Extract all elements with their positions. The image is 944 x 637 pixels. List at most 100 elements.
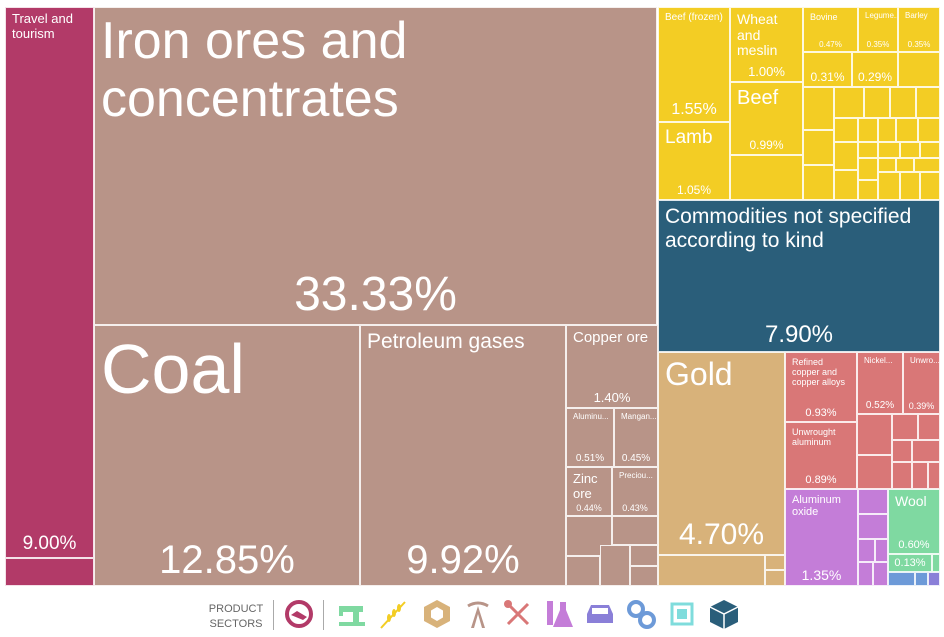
treemap-cell-minor[interactable] [858,180,878,200]
treemap-cell[interactable]: Barley 0.35% [898,7,940,52]
treemap-cell[interactable]: Unwrought aluminum 0.89% [785,422,857,489]
treemap-cell-minor[interactable] [918,414,940,440]
treemap-cell-minor[interactable] [896,118,918,142]
treemap-cell-minor[interactable] [858,142,878,158]
treemap-cell-minor[interactable] [878,142,900,158]
cell-share: 0.31% [810,70,845,84]
treemap-cell[interactable]: Iron ores and concentrates 33.33% [94,7,657,325]
treemap-cell-minor[interactable] [920,172,940,200]
other-box-icon[interactable] [708,598,740,630]
treemap-cell-minor[interactable] [916,87,940,118]
treemap-cell-minor[interactable] [878,172,900,200]
treemap-cell-minor[interactable] [898,52,940,87]
stone-gem-icon[interactable] [421,598,453,630]
treemap-cell-minor[interactable] [878,158,896,172]
treemap-cell[interactable]: Aluminu... 0.51% [566,408,614,467]
treemap-cell-minor[interactable] [892,462,912,489]
treemap-cell-minor[interactable] [858,118,878,142]
treemap-cell-minor[interactable] [858,489,888,514]
treemap-cell-minor[interactable] [878,118,896,142]
treemap-cell-minor[interactable] [5,558,94,586]
treemap-cell[interactable]: Petroleum gases 9.92% [360,325,566,586]
treemap-cell-minor[interactable] [892,414,918,440]
treemap-cell[interactable]: Travel and tourism 9.00% [5,7,94,558]
treemap-cell-minor[interactable] [600,545,630,586]
treemap-cell-minor[interactable] [864,87,890,118]
treemap-cell-minor[interactable] [875,539,888,562]
treemap-cell[interactable]: Commodities not specified according to k… [658,200,940,352]
vehicles-car-icon[interactable] [584,598,616,630]
treemap-cell[interactable]: Refined copper and copper alloys 0.93% [785,352,857,422]
treemap-cell-minor[interactable] [630,545,658,566]
treemap-cell-minor[interactable] [896,158,914,172]
treemap-cell-minor[interactable] [803,130,834,165]
treemap-cell-minor[interactable] [900,142,920,158]
services-handshake-icon[interactable] [283,598,315,630]
treemap-cell[interactable]: 0.31% [803,52,852,87]
treemap-cell-minor[interactable] [630,566,658,586]
treemap-cell-minor[interactable] [834,142,858,170]
treemap-cell[interactable]: Wheat and meslin 1.00% [730,7,803,82]
treemap-cell-minor[interactable] [892,440,912,462]
treemap-cell-minor[interactable] [928,462,940,489]
treemap-cell-minor[interactable] [915,572,928,586]
treemap-cell-minor[interactable] [918,118,940,142]
treemap-cell-minor[interactable] [858,562,873,586]
treemap-cell-minor[interactable] [857,455,892,489]
machinery-gears-icon[interactable] [625,598,657,630]
treemap-cell-minor[interactable] [912,462,928,489]
electronics-chip-icon[interactable] [666,598,698,630]
treemap-cell[interactable]: Copper ore 1.40% [566,325,658,408]
treemap-cell-minor[interactable] [900,172,920,200]
treemap-cell-minor[interactable] [612,516,658,545]
treemap-cell-minor[interactable] [858,158,878,180]
agriculture-wheat-icon[interactable] [377,598,409,630]
treemap-cell[interactable]: Bovine 0.47% [803,7,858,52]
treemap-cell[interactable]: 0.29% [852,52,898,87]
treemap-cell[interactable]: Lamb 1.05% [658,122,730,200]
treemap-cell[interactable]: 0.13% [888,554,932,572]
textiles-sewing-machine-icon[interactable] [335,598,367,630]
treemap-cell[interactable]: Nickel... 0.52% [857,352,903,414]
treemap-cell-minor[interactable] [658,555,765,586]
treemap-cell-minor[interactable] [566,556,600,586]
treemap-cell-minor[interactable] [888,572,915,586]
treemap-cell[interactable]: Preciou... 0.43% [612,467,658,516]
treemap-cell[interactable]: Wool 0.60% [888,489,940,554]
cell-label: Aluminum oxide [792,494,841,519]
minerals-oil-derrick-icon[interactable] [462,598,494,630]
chemicals-flask-icon[interactable] [543,598,575,630]
treemap-cell-minor[interactable] [914,158,940,172]
treemap-cell-minor[interactable] [834,118,858,142]
treemap-cell-minor[interactable] [834,87,864,118]
treemap-cell-minor[interactable] [834,170,858,200]
treemap-cell-minor[interactable] [765,570,785,586]
treemap-cell[interactable]: Aluminum oxide 1.35% [785,489,858,586]
treemap-cell[interactable]: Mangan... 0.45% [614,408,658,467]
treemap-cell[interactable]: Beef 0.99% [730,82,803,155]
treemap-cell[interactable]: Beef (frozen) 1.55% [658,7,730,122]
metals-pickaxe-shovel-icon[interactable] [502,598,534,630]
treemap-cell-minor[interactable] [873,562,888,586]
divider [273,600,274,630]
treemap-cell-minor[interactable] [932,554,940,572]
treemap-cell-minor[interactable] [803,165,834,200]
treemap-cell-minor[interactable] [858,539,875,562]
treemap-cell[interactable]: Legume... 0.35% [858,7,898,52]
treemap-cell-minor[interactable] [920,142,940,158]
treemap-cell[interactable]: Zinc ore 0.44% [566,467,612,516]
cell-share: 9.00% [22,533,77,554]
treemap-cell[interactable]: Gold 4.70% [658,352,785,555]
treemap-cell-minor[interactable] [890,87,916,118]
treemap-cell-minor[interactable] [857,414,892,455]
treemap-cell-minor[interactable] [928,572,940,586]
treemap-cell-minor[interactable] [765,555,785,570]
cell-label: Preciou... [619,471,653,480]
treemap-cell-minor[interactable] [803,87,834,130]
treemap-cell[interactable]: Coal 12.85% [94,325,360,586]
treemap-cell[interactable]: Unwro... 0.39% [903,352,940,414]
treemap-cell-minor[interactable] [730,155,803,200]
treemap-cell-minor[interactable] [858,514,888,539]
treemap-cell-minor[interactable] [912,440,940,462]
treemap-cell-minor[interactable] [566,516,612,556]
